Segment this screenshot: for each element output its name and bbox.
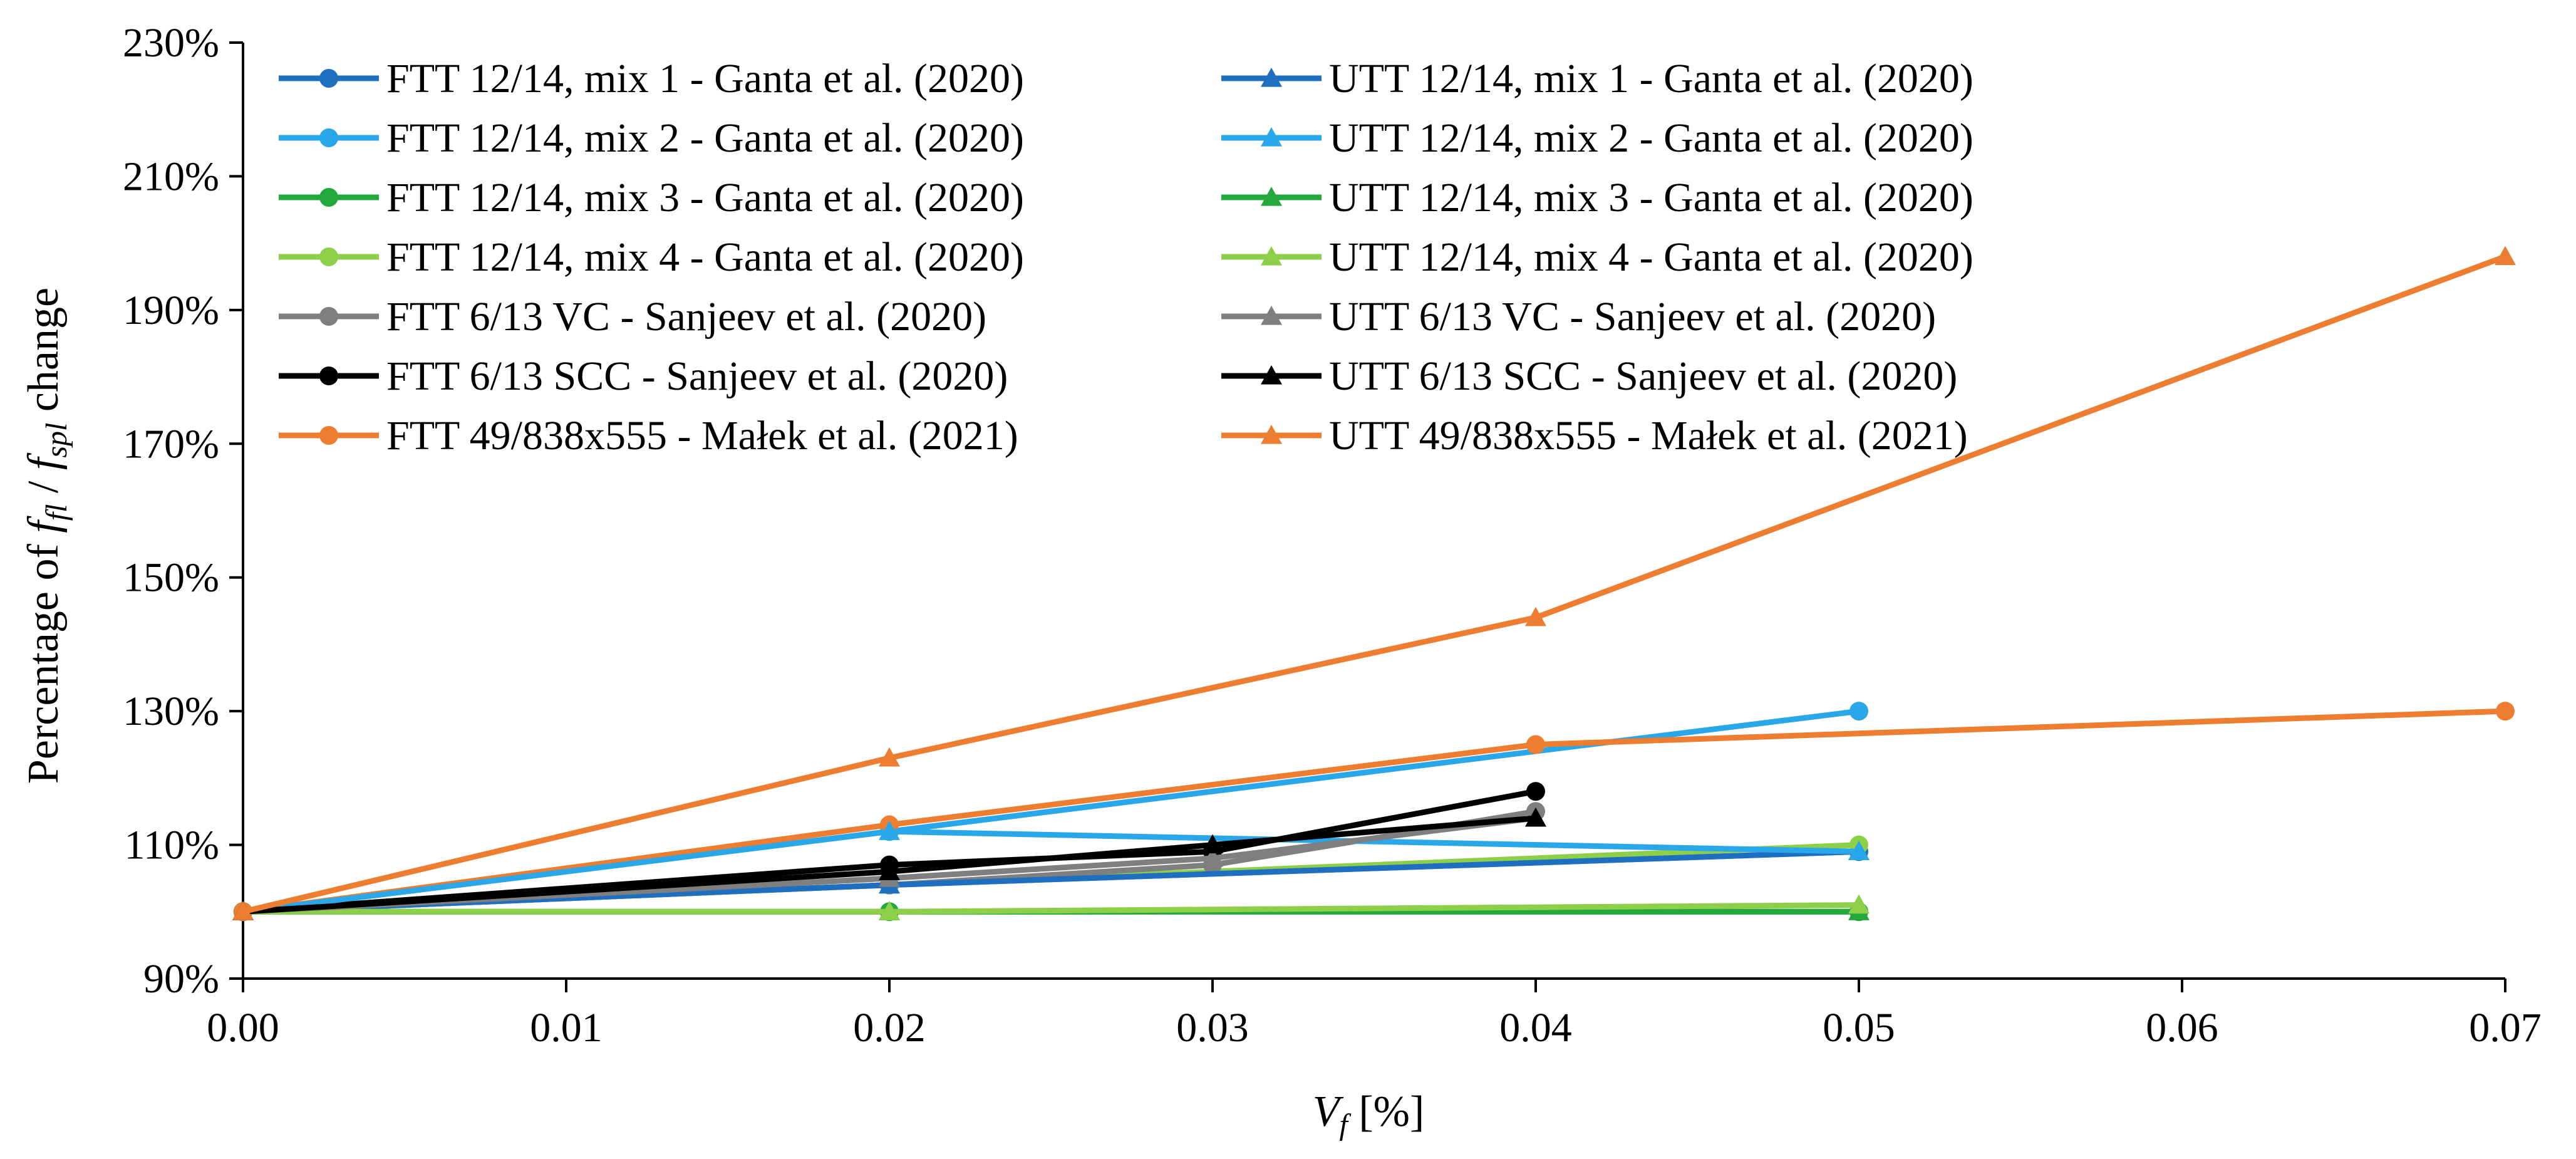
x-axis-title-main: V <box>1313 1088 1344 1136</box>
x-tick-label: 0.07 <box>2469 1005 2542 1051</box>
legend-label: UTT 12/14, mix 2 - Ganta et al. (2020) <box>1329 115 1973 161</box>
legend-label: FTT 6/13 VC - Sanjeev et al. (2020) <box>386 294 986 340</box>
y-tick-label: 90% <box>143 956 219 1002</box>
legend-label: UTT 12/14, mix 3 - Ganta et al. (2020) <box>1329 175 1973 221</box>
x-tick-label: 0.06 <box>2146 1005 2218 1051</box>
legend-label: UTT 12/14, mix 1 - Ganta et al. (2020) <box>1329 56 1973 101</box>
data-point <box>232 901 254 920</box>
legend-label: FTT 12/14, mix 4 - Ganta et al. (2020) <box>386 234 1024 280</box>
legend-marker <box>1261 246 1282 266</box>
legend-marker <box>1261 365 1282 385</box>
x-tick-label: 0.02 <box>853 1005 926 1051</box>
y-tick-label: 130% <box>123 689 219 734</box>
y-axis-title-var-b-sub: spl <box>40 423 73 458</box>
legend-label: FTT 12/14, mix 1 - Ganta et al. (2020) <box>386 56 1024 101</box>
data-point <box>1848 841 1870 860</box>
legend-item: FTT 49/838x555 - Małek et al. (2021) <box>279 413 1018 459</box>
y-tick-label: 150% <box>123 555 219 601</box>
legend-marker <box>1261 187 1282 206</box>
x-axis-title: Vf [%] <box>1313 1088 1425 1141</box>
legend-item: UTT 6/13 VC - Sanjeev et al. (2020) <box>1221 294 1936 340</box>
series-line <box>242 815 1536 915</box>
legend-item: UTT 49/838x555 - Małek et al. (2021) <box>1221 413 1968 459</box>
legend-item: FTT 6/13 VC - Sanjeev et al. (2020) <box>279 294 986 340</box>
legend-label: UTT 12/14, mix 4 - Ganta et al. (2020) <box>1329 234 1973 280</box>
y-tick-label: 110% <box>124 823 219 868</box>
x-tick-label: 0.04 <box>1499 1005 1572 1051</box>
y-axis-title-var-a-sub: fl <box>40 504 73 521</box>
legend-marker <box>319 69 338 88</box>
legend-label: FTT 12/14, mix 3 - Ganta et al. (2020) <box>386 175 1024 221</box>
legend-item: FTT 12/14, mix 4 - Ganta et al. (2020) <box>279 234 1024 280</box>
data-point <box>1202 834 1223 854</box>
x-tick-label: 0.01 <box>530 1005 603 1051</box>
series-line <box>242 708 2506 915</box>
legend-marker <box>319 128 338 147</box>
y-axis-title: Percentage of ffl / fspl change <box>19 288 73 784</box>
legend-marker <box>319 247 338 266</box>
data-point <box>1526 735 1545 754</box>
data-point <box>1849 702 1868 721</box>
legend-item: UTT 12/14, mix 4 - Ganta et al. (2020) <box>1221 234 1973 280</box>
data-point <box>879 901 900 920</box>
legend-marker <box>1261 68 1282 87</box>
legend-marker <box>1261 127 1282 147</box>
x-tick-label: 0.03 <box>1176 1005 1249 1051</box>
data-point <box>2496 702 2515 721</box>
legend-marker <box>319 307 338 326</box>
data-point <box>1848 894 1870 914</box>
legend-label: FTT 49/838x555 - Małek et al. (2021) <box>386 413 1018 459</box>
x-tick-label: 0.00 <box>207 1005 279 1051</box>
legend-marker <box>1261 425 1282 444</box>
legend-marker <box>319 188 338 207</box>
x-tick-label: 0.05 <box>1823 1005 1895 1051</box>
y-axis-title-prefix: Percentage of <box>19 533 68 784</box>
legend-item: FTT 12/14, mix 3 - Ganta et al. (2020) <box>279 175 1024 221</box>
y-axis: 90% 110% 130% 150% 170% 190% 210% 230% <box>123 20 244 1002</box>
legend-label: FTT 12/14, mix 2 - Ganta et al. (2020) <box>386 115 1024 161</box>
y-tick-label: 230% <box>123 20 219 66</box>
series-14 <box>232 246 2516 920</box>
data-point <box>879 821 900 840</box>
legend-item: UTT 12/14, mix 2 - Ganta et al. (2020) <box>1221 115 1973 161</box>
y-tick-label: 170% <box>123 421 219 467</box>
legend-item: UTT 12/14, mix 3 - Ganta et al. (2020) <box>1221 175 1973 221</box>
legend-label: FTT 6/13 SCC - Sanjeev et al. (2020) <box>386 353 1008 399</box>
legend-label: UTT 49/838x555 - Małek et al. (2021) <box>1329 413 1968 459</box>
data-point <box>1525 807 1546 827</box>
data-point <box>1526 782 1545 801</box>
series-line <box>242 254 2506 915</box>
legend-item: UTT 12/14, mix 1 - Ganta et al. (2020) <box>1221 56 1973 101</box>
legend-label: UTT 6/13 SCC - Sanjeev et al. (2020) <box>1329 353 1957 399</box>
y-tick-label: 210% <box>123 153 219 199</box>
y-axis-title-sep: / <box>19 470 68 504</box>
data-point <box>879 861 900 880</box>
legend-item: UTT 6/13 SCC - Sanjeev et al. (2020) <box>1221 353 1957 399</box>
series-layer <box>232 246 2516 922</box>
y-tick-label: 190% <box>123 288 219 333</box>
data-point <box>1202 847 1223 867</box>
legend: FTT 12/14, mix 1 - Ganta et al. (2020) FT… <box>279 56 1973 459</box>
legend-label: UTT 6/13 VC - Sanjeev et al. (2020) <box>1329 294 1936 340</box>
series-13 <box>232 807 1546 920</box>
data-point <box>1525 606 1546 626</box>
legend-marker <box>319 426 338 445</box>
series-line <box>242 815 1536 915</box>
legend-item: FTT 6/13 SCC - Sanjeev et al. (2020) <box>279 353 1008 399</box>
legend-item: FTT 12/14, mix 1 - Ganta et al. (2020) <box>279 56 1024 101</box>
legend-marker <box>319 366 338 385</box>
data-point <box>879 747 900 767</box>
legend-marker <box>1261 306 1282 325</box>
legend-item: FTT 12/14, mix 2 - Ganta et al. (2020) <box>279 115 1024 161</box>
x-axis: 0.00 0.01 0.02 0.03 0.04 0.05 0.06 0.07 <box>207 977 2542 1051</box>
data-point <box>2495 246 2516 266</box>
y-axis-title-suffix: change <box>19 288 68 423</box>
x-axis-title-unit: [%] <box>1348 1088 1424 1136</box>
